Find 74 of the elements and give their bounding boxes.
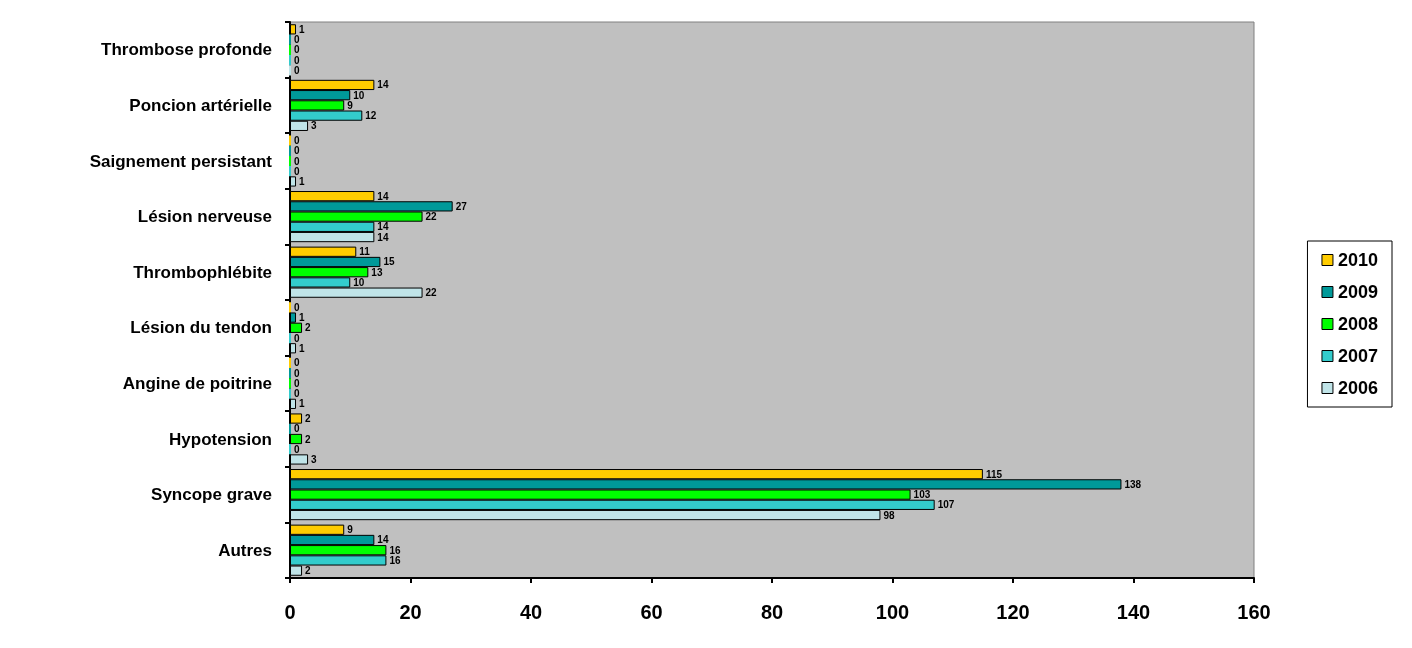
data-label: 3 xyxy=(311,453,318,465)
x-tick-label: 20 xyxy=(399,601,422,623)
data-label: 0 xyxy=(294,423,300,435)
y-tick-label: Lésion du tendon xyxy=(130,318,272,338)
data-label: 0 xyxy=(294,443,300,455)
legend-label: 2007 xyxy=(1337,346,1378,366)
y-tick-label: Syncope grave xyxy=(151,485,272,505)
data-label: 0 xyxy=(294,165,300,177)
data-label: 107 xyxy=(937,499,955,511)
data-label: 98 xyxy=(883,509,896,521)
data-label: 1 xyxy=(299,398,306,410)
data-label: 14 xyxy=(377,231,389,243)
data-label: 22 xyxy=(425,287,438,299)
x-tick-label: 160 xyxy=(1237,601,1271,623)
data-label: 0 xyxy=(294,367,300,379)
data-label: 2 xyxy=(305,565,312,577)
x-tick-label: 120 xyxy=(996,601,1030,623)
data-label: 16 xyxy=(389,544,401,556)
data-label: 0 xyxy=(294,44,300,56)
data-label: 14 xyxy=(377,190,389,202)
data-label: 2 xyxy=(305,433,312,445)
data-label: 103 xyxy=(913,489,931,501)
data-label: 2 xyxy=(305,413,312,425)
data-label: 9 xyxy=(347,524,354,536)
legend-label: 2009 xyxy=(1337,282,1378,302)
data-label: 0 xyxy=(294,301,300,313)
data-label: 1 xyxy=(299,312,306,324)
x-tick-label: 140 xyxy=(1116,601,1151,623)
data-label: 10 xyxy=(353,89,365,101)
legend-label: 2008 xyxy=(1337,314,1378,334)
data-label: 115 xyxy=(985,468,1003,480)
data-label: 0 xyxy=(294,145,300,157)
x-tick-label: 0 xyxy=(284,601,296,623)
data-label: 0 xyxy=(294,357,300,369)
data-label: 138 xyxy=(1124,478,1142,490)
data-label: 9 xyxy=(347,99,354,111)
data-label: 1 xyxy=(299,23,306,35)
data-label: 2 xyxy=(305,322,312,334)
data-label: 0 xyxy=(294,332,300,344)
data-label: 14 xyxy=(377,79,389,91)
data-label: 14 xyxy=(377,534,389,546)
data-label: 15 xyxy=(383,256,395,268)
data-label: 0 xyxy=(294,64,300,76)
x-tick-label: 60 xyxy=(640,601,663,623)
y-tick-label: Lésion nerveuse xyxy=(137,207,272,227)
data-label: 0 xyxy=(294,54,300,66)
x-tick-label: 40 xyxy=(519,601,543,623)
data-label: 12 xyxy=(365,110,377,122)
data-label: 22 xyxy=(425,211,438,223)
data-label: 14 xyxy=(377,221,389,233)
y-tick-label: Thrombophlébite xyxy=(133,262,272,282)
data-label: 16 xyxy=(389,554,401,566)
data-label: 27 xyxy=(455,200,468,212)
data-label: 10 xyxy=(353,276,365,288)
data-label: 1 xyxy=(299,175,306,187)
data-label: 0 xyxy=(294,377,300,389)
y-tick-label: Thrombose profonde xyxy=(101,40,272,60)
legend-label: 2010 xyxy=(1337,250,1378,270)
x-tick-label: 100 xyxy=(875,601,910,623)
data-label: 11 xyxy=(359,246,371,258)
y-tick-label: Autres xyxy=(218,540,272,560)
data-label: 0 xyxy=(294,135,300,147)
data-label: 0 xyxy=(294,34,300,46)
data-label: 0 xyxy=(294,155,300,167)
legend-label: 2006 xyxy=(1337,378,1378,398)
data-label: 0 xyxy=(294,388,300,400)
data-label: 3 xyxy=(311,120,318,132)
x-tick-label: 80 xyxy=(760,601,784,623)
y-tick-label: Saignement persistant xyxy=(89,151,273,171)
y-tick-label: Angine de poitrine xyxy=(122,373,272,393)
y-tick-label: Hypotension xyxy=(169,429,272,449)
data-label: 13 xyxy=(371,266,383,278)
y-tick-label: Poncion artérielle xyxy=(129,95,272,115)
data-label: 1 xyxy=(299,342,306,354)
